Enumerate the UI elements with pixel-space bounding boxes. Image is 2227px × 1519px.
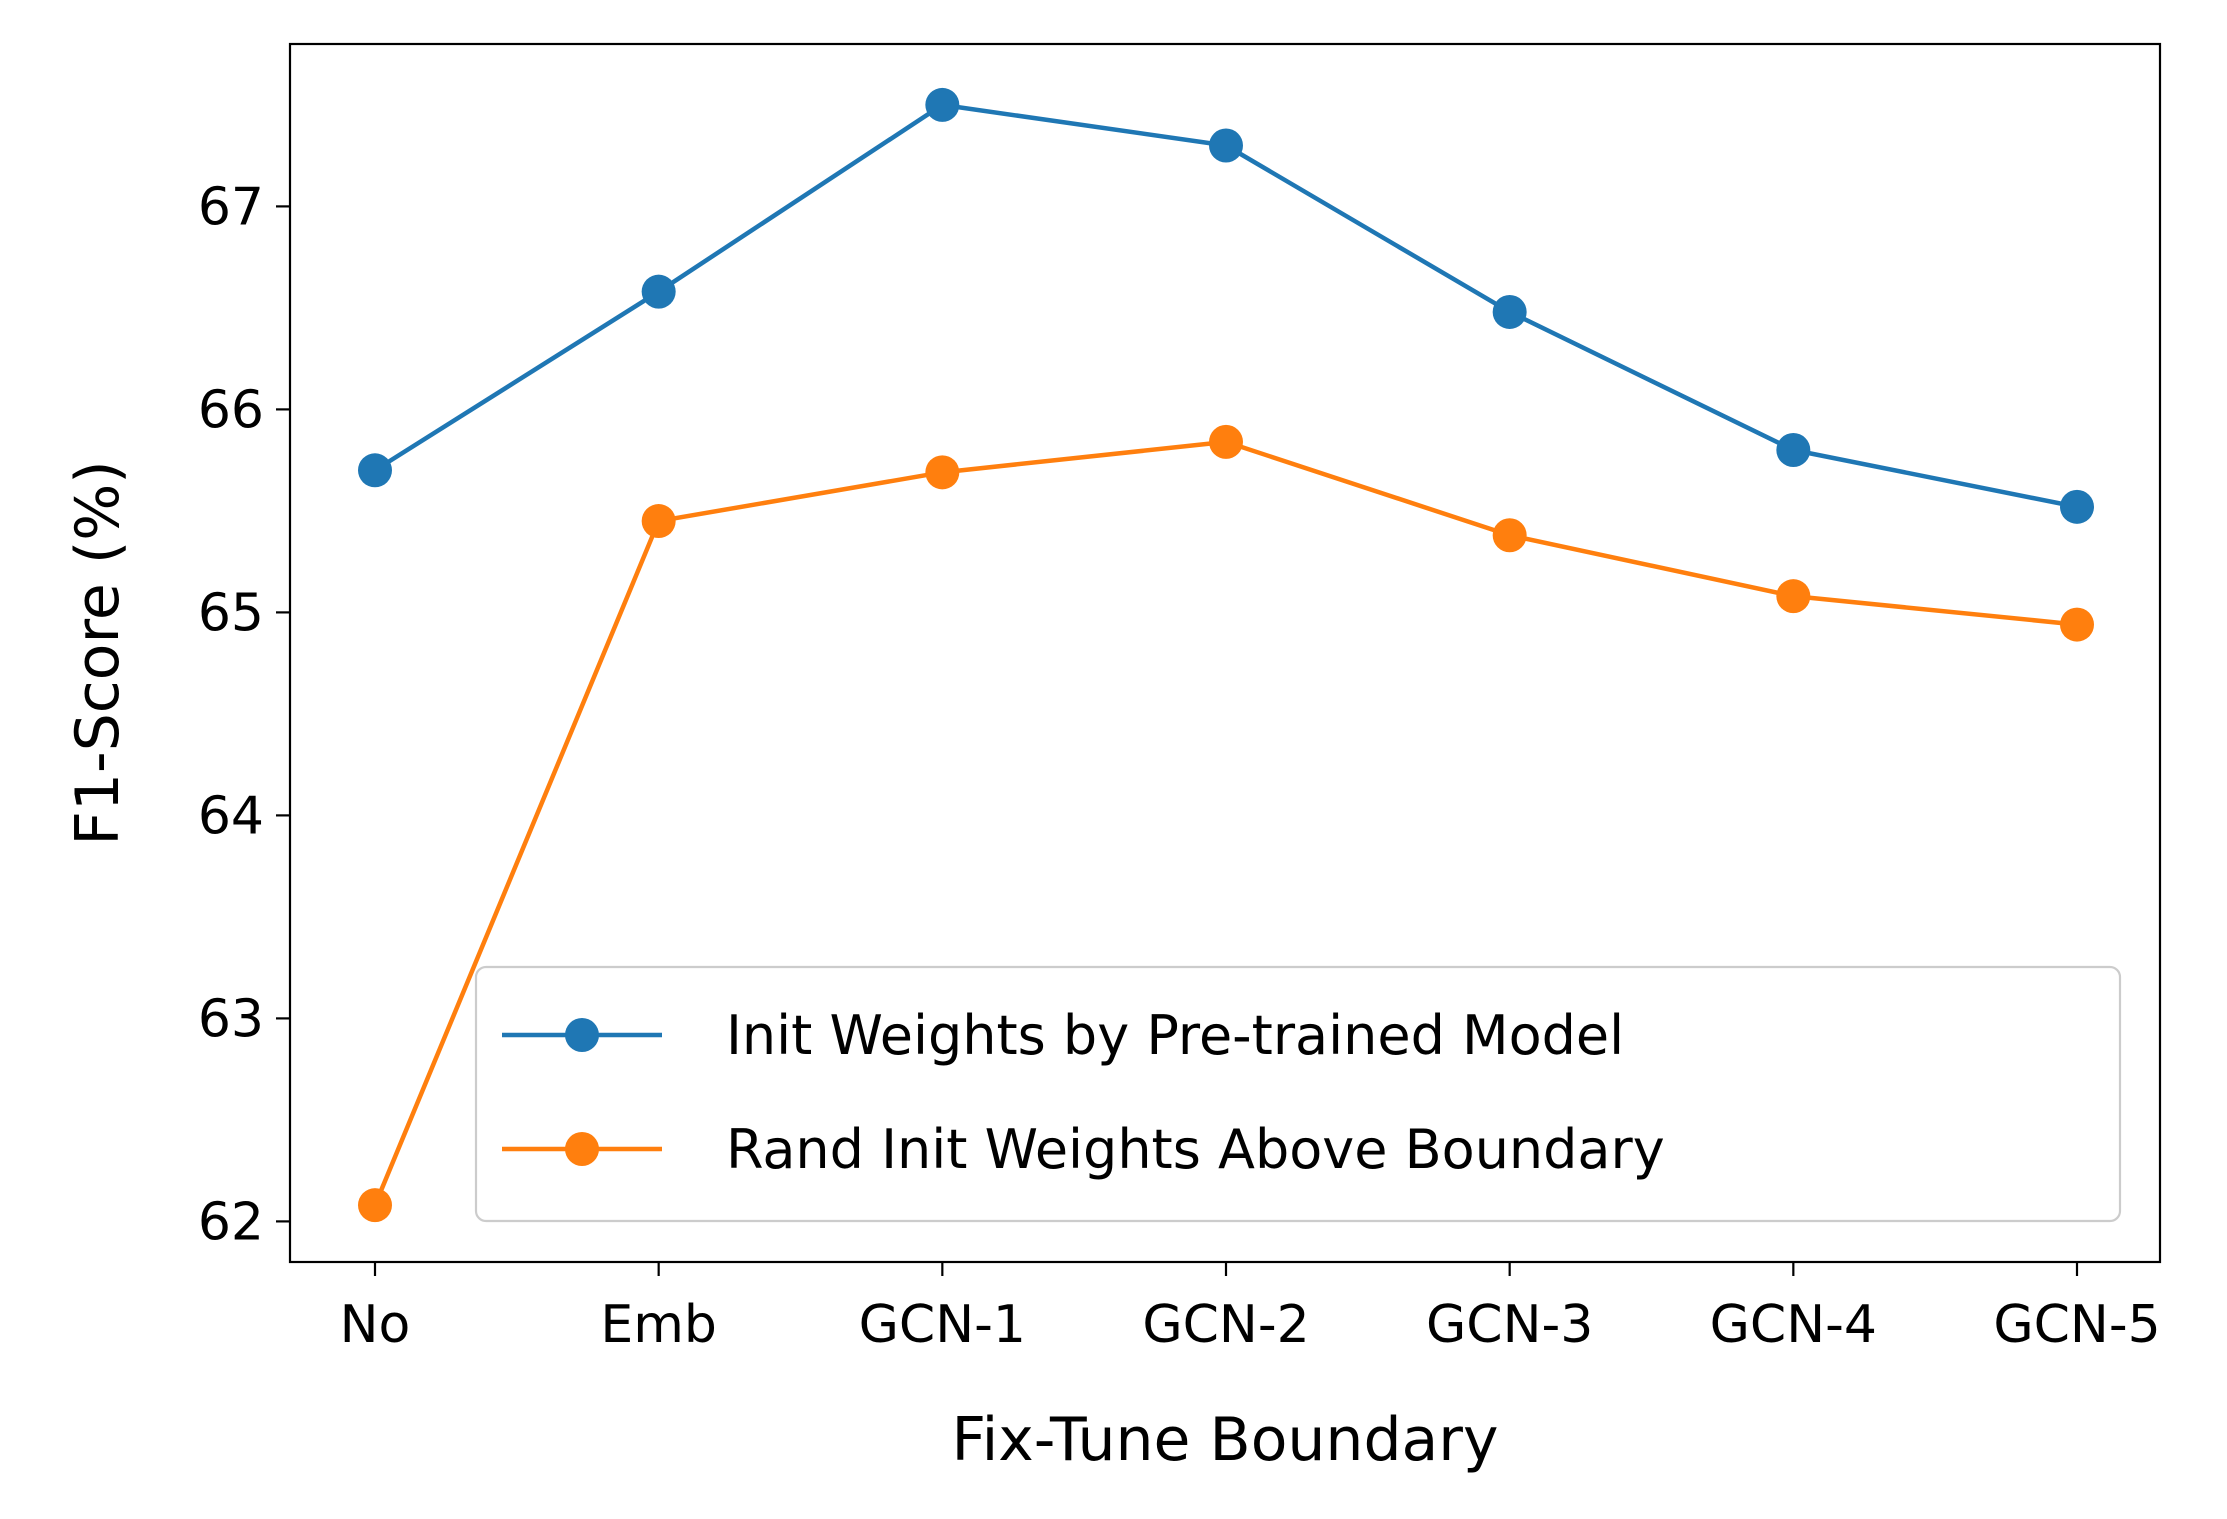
y-tick-label: 66: [198, 380, 264, 440]
x-tick-label: GCN-3: [1426, 1295, 1593, 1355]
x-axis-label: Fix-Tune Boundary: [951, 1405, 1498, 1475]
y-tick-label: 62: [198, 1192, 264, 1252]
y-tick-label: 63: [198, 989, 264, 1049]
data-point: [1492, 518, 1527, 553]
legend-marker: [565, 1132, 599, 1166]
legend-label: Rand Init Weights Above Boundary: [726, 1118, 1665, 1181]
x-tick-label: GCN-1: [859, 1295, 1026, 1355]
data-point: [925, 455, 960, 490]
data-point: [1776, 433, 1811, 467]
x-tick-label: GCN-5: [1993, 1295, 2160, 1355]
legend-box: [474, 965, 2122, 1223]
y-tick-label: 65: [198, 583, 264, 643]
data-point: [1209, 424, 1243, 459]
data-point: [641, 274, 676, 309]
legend-label: Init Weights by Pre-trained Model: [726, 1004, 1624, 1067]
x-tick-label: Emb: [600, 1295, 717, 1355]
data-point: [1492, 294, 1527, 329]
x-tick-label: GCN-4: [1710, 1295, 1877, 1355]
legend-entry: Rand Init Weights Above Boundary: [502, 1118, 1665, 1181]
x-axis: No Emb GCN-1 GCN-2 GCN-3 GCN-4 GCN-5: [340, 1262, 2161, 1355]
x-tick-label: GCN-2: [1142, 1295, 1309, 1355]
legend-marker: [565, 1018, 599, 1052]
y-tick-label: 67: [198, 177, 264, 237]
legend-entry: Init Weights by Pre-trained Model: [502, 1004, 1624, 1067]
data-point: [2060, 607, 2094, 642]
legend: Init Weights by Pre-trained Model Rand In…: [474, 965, 2122, 1223]
data-point: [641, 504, 676, 539]
data-point: [358, 453, 392, 488]
y-axis: 62 63 64 65 66 67: [198, 177, 290, 1252]
series-2: [358, 424, 2094, 1223]
series-layer: [358, 87, 2094, 1223]
data-point: [1776, 579, 1811, 614]
data-point: [2060, 489, 2094, 524]
y-axis-label: F1-Score (%): [63, 460, 133, 845]
data-point: [925, 87, 960, 122]
series-1: [358, 87, 2094, 524]
x-tick-label: No: [340, 1295, 411, 1355]
data-point: [358, 1188, 392, 1223]
y-tick-label: 64: [198, 786, 264, 846]
data-point: [1209, 128, 1243, 163]
